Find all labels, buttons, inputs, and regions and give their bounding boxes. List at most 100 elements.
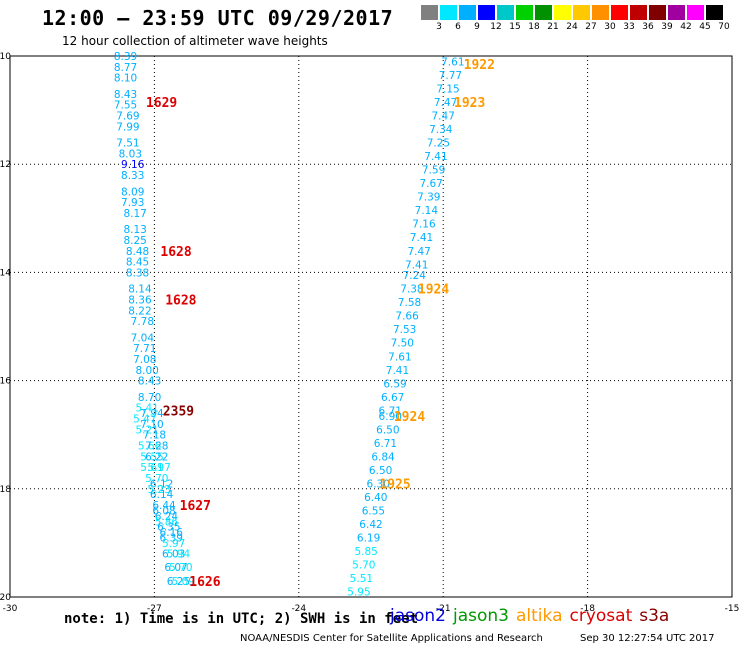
legend-entry-s3a: s3a xyxy=(639,606,670,626)
x-tick-label: -24 xyxy=(291,604,306,614)
color-scale-tick: 3 xyxy=(436,22,442,32)
data-point-label: 7.41 xyxy=(410,232,433,244)
data-point-label: 8.77 xyxy=(114,62,137,74)
y-tick-label: -18 xyxy=(0,485,11,495)
data-point-label: 7.14 xyxy=(415,205,439,217)
data-point-label: 5.51 xyxy=(350,573,373,585)
y-tick-label: -20 xyxy=(0,593,11,603)
data-point-label: 8.36 xyxy=(128,294,152,306)
data-point-label: 7.69 xyxy=(116,111,139,123)
data-point-label: 7.78 xyxy=(131,316,154,328)
pass-number-label: 1925 xyxy=(379,477,410,492)
data-point-label: 7.24 xyxy=(403,270,427,282)
data-point-label: 8.70 xyxy=(138,392,161,404)
x-tick-label: -15 xyxy=(725,604,740,614)
data-point-label: 8.45 xyxy=(126,257,149,269)
data-point-label: 8.00 xyxy=(135,365,158,377)
y-tick-label: -12 xyxy=(0,160,11,170)
data-point-label: 7.34 xyxy=(429,124,453,136)
data-point-label: 7.04 xyxy=(131,332,155,344)
plot-frame xyxy=(9,55,733,598)
data-point-label: 8.09 xyxy=(121,186,144,198)
data-point-label: 5.41 xyxy=(135,403,158,415)
legend-entry-jason3: jason3 xyxy=(453,606,509,626)
data-point-label: 7.10 xyxy=(140,419,163,431)
color-swatch xyxy=(554,5,571,20)
data-point-label: 8.39 xyxy=(114,51,137,63)
data-point-label: 7.47 xyxy=(432,111,455,123)
data-point-label: 8.17 xyxy=(123,208,146,220)
data-point-label: 8.03 xyxy=(119,148,142,160)
y-tick-label: -10 xyxy=(0,52,11,62)
data-point-label: 5.97 xyxy=(162,538,185,550)
color-scale-tick: 36 xyxy=(642,22,654,32)
color-swatch xyxy=(459,5,476,20)
x-tick-label: -30 xyxy=(3,604,18,614)
color-scale-tick: 45 xyxy=(699,22,711,32)
data-point-label: 7.16 xyxy=(412,219,436,231)
data-point-label: 6.12 xyxy=(150,478,173,490)
color-swatch xyxy=(440,5,457,20)
data-point-label: 6.16 xyxy=(160,527,184,539)
data-point-label: 7.39 xyxy=(417,192,440,204)
color-scale-tick: 39 xyxy=(661,22,673,32)
data-point-label: 7.59 xyxy=(422,165,445,177)
data-point-label: 6.50 xyxy=(369,465,392,477)
pass-number-label: 1924 xyxy=(418,283,449,298)
data-point-label: 8.48 xyxy=(126,246,149,258)
color-swatch xyxy=(421,5,438,20)
data-point-label: 5.86 xyxy=(155,516,179,528)
data-point-label: 6.35 xyxy=(157,522,180,534)
data-point-label: 6.59 xyxy=(383,378,406,390)
data-point-label: 7.71 xyxy=(133,343,156,355)
color-scale-tick: 24 xyxy=(566,22,578,32)
data-point-label: 7.61 xyxy=(388,351,411,363)
pass-number-label: 1628 xyxy=(165,293,196,308)
data-point-label: 6.08 xyxy=(152,505,175,517)
data-point-label: 6.07 xyxy=(164,562,187,574)
data-point-label: 7.77 xyxy=(439,70,462,82)
color-scale-tick: 9 xyxy=(474,22,480,32)
data-point-label: 5.55 xyxy=(140,451,163,463)
legend-entry-altika: altika xyxy=(516,606,563,626)
data-point-label: 7.25 xyxy=(427,138,450,150)
data-point-label: 5.09 xyxy=(172,576,195,588)
data-point-label: 8.33 xyxy=(121,170,144,182)
y-tick-label: -14 xyxy=(0,268,11,278)
data-point-label: 6.71 xyxy=(374,438,397,450)
data-point-label: 6.42 xyxy=(359,519,382,531)
data-point-label: 5.97 xyxy=(148,462,171,474)
data-point-label: 7.50 xyxy=(391,338,414,350)
data-point-label: 5.47 xyxy=(133,413,156,425)
pass-number-label: 1627 xyxy=(180,499,211,514)
color-scale-tick: 18 xyxy=(528,22,540,32)
data-point-label: 6.84 xyxy=(371,451,395,463)
color-scale-tick: 15 xyxy=(509,22,521,32)
data-point-label: 7.67 xyxy=(419,178,442,190)
data-point-label: 8.38 xyxy=(126,267,149,279)
data-point-label: 6.71 xyxy=(379,405,402,417)
satellite-legend: jason2 jason3 altika cryosat s3a xyxy=(390,606,676,626)
color-scale-tick: 42 xyxy=(680,22,692,32)
data-point-label: 7.61 xyxy=(441,56,464,68)
legend-entry-jason2: jason2 xyxy=(390,606,446,626)
data-point-label: 6.30 xyxy=(367,478,390,490)
data-point-label: 6.50 xyxy=(376,424,399,436)
color-swatch xyxy=(668,5,685,20)
color-swatch xyxy=(630,5,647,20)
data-point-label: 9.16 xyxy=(121,159,145,171)
data-point-label: 7.38 xyxy=(400,284,423,296)
data-point-label: 6.67 xyxy=(381,392,404,404)
pass-number-label: 1922 xyxy=(464,58,495,73)
color-scale-tick: 21 xyxy=(547,22,559,32)
data-point-label: 7.66 xyxy=(395,311,419,323)
data-point-label: 8.43 xyxy=(138,376,161,388)
data-point-label: 7.41 xyxy=(424,151,447,163)
pass-number-label: 1626 xyxy=(189,575,220,590)
data-point-label: 7.93 xyxy=(121,197,144,209)
credit-line: NOAA/NESDIS Center for Satellite Applica… xyxy=(240,633,543,644)
data-point-label: 5.66 xyxy=(138,441,162,453)
data-point-label: 6.55 xyxy=(362,505,385,517)
